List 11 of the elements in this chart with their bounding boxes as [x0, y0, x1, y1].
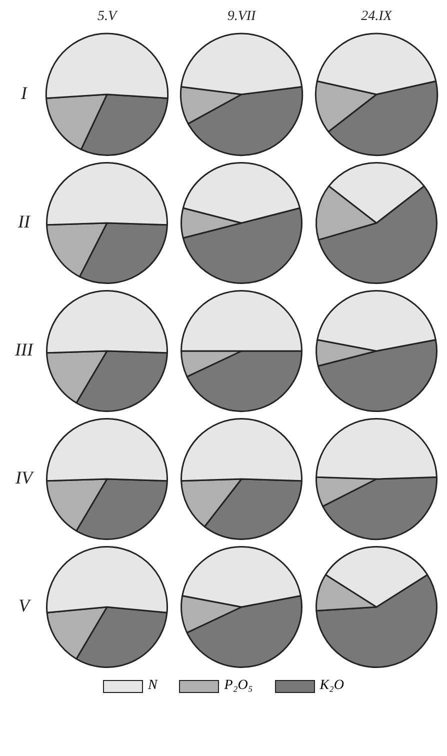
legend-label: N [148, 678, 158, 694]
text: V [18, 596, 32, 616]
legend-label: P₂O₅ [224, 678, 253, 694]
chart-title: 9.VII [227, 9, 258, 24]
text: IV [14, 468, 34, 488]
chart-title: 24.IX [361, 9, 392, 24]
text: II [17, 212, 31, 232]
legend-label: K₂O [320, 678, 344, 694]
text: I [20, 83, 28, 104]
text: III [14, 340, 34, 360]
chart-title: 5.V [97, 9, 118, 24]
